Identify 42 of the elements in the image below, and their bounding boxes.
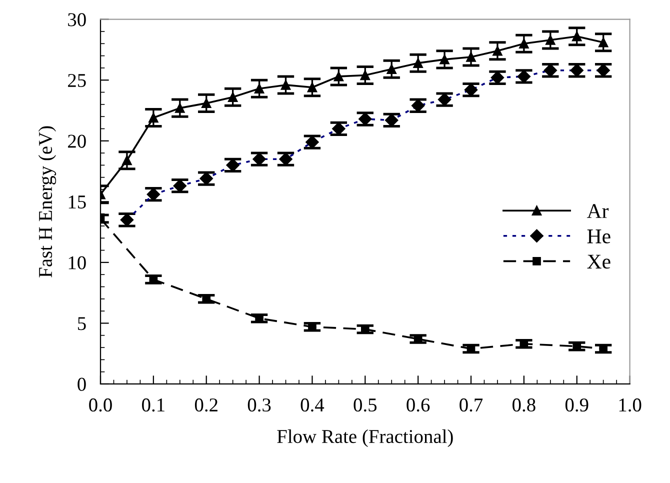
x-tick-label: 0.4 xyxy=(300,398,324,412)
x-tick-label: 0.7 xyxy=(460,398,483,412)
point xyxy=(492,46,502,56)
point xyxy=(519,38,529,48)
point xyxy=(572,31,582,42)
point xyxy=(546,35,556,45)
point xyxy=(360,70,370,80)
y-tick-label: 25 xyxy=(68,74,86,88)
y-tick-label: 15 xyxy=(68,196,86,209)
point xyxy=(386,64,396,74)
x-tick-label: 0.6 xyxy=(406,398,430,412)
legend-label: He xyxy=(587,230,610,244)
x-tick-label: 0.5 xyxy=(354,398,377,412)
x-tick-label: 0.3 xyxy=(248,398,271,412)
point xyxy=(440,54,450,64)
y-tick-label: 10 xyxy=(68,256,86,270)
point xyxy=(148,112,158,123)
x-tick-label: 0.1 xyxy=(142,398,164,412)
y-tick-label: 20 xyxy=(68,134,86,148)
y-axis-title: Fast H Energy (eV) xyxy=(38,126,56,278)
point xyxy=(280,80,291,90)
y-tick-label: 30 xyxy=(68,13,86,26)
point xyxy=(307,82,318,92)
point xyxy=(202,98,212,108)
x-tick-label: 0.9 xyxy=(565,398,588,412)
y-tick-label: 5 xyxy=(78,317,86,330)
legend-label: Ar xyxy=(586,204,609,218)
point xyxy=(413,58,423,68)
x-axis-title: Flow Rate (Fractional) xyxy=(277,429,453,448)
point xyxy=(175,103,185,113)
x-tick-label: 0.0 xyxy=(89,398,112,412)
x-tick-label: 0.2 xyxy=(194,398,218,412)
legend-label: Xe xyxy=(587,254,610,269)
x-tick-label: 0.8 xyxy=(512,398,536,412)
x-tick-label: 1.0 xyxy=(619,398,642,412)
point xyxy=(254,84,264,94)
point xyxy=(598,38,608,48)
point xyxy=(122,155,132,166)
point xyxy=(466,52,476,62)
point xyxy=(334,72,344,82)
point xyxy=(228,92,238,102)
y-tick-label: 0 xyxy=(78,378,86,391)
